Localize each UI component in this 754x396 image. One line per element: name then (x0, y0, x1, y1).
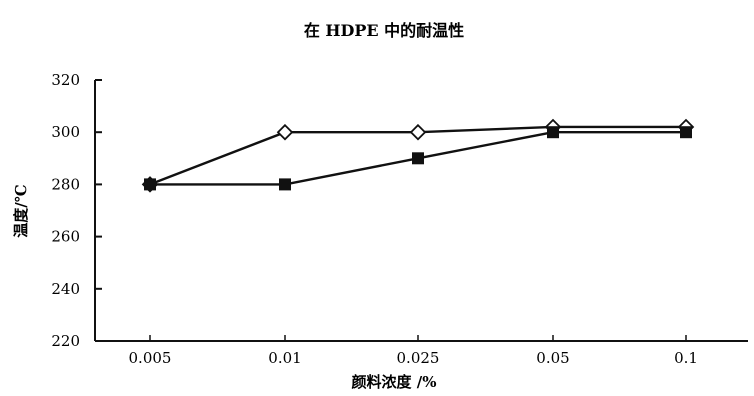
y-tick-label: 280 (51, 175, 80, 193)
data-point-diamond (276, 123, 294, 141)
series-group (141, 118, 695, 193)
y-tick-label: 300 (51, 123, 80, 141)
x-axis-label: 颜料浓度 /% (352, 373, 437, 391)
x-tick-label: 0.025 (397, 349, 440, 367)
data-point-diamond (409, 123, 427, 141)
data-point-square (144, 178, 156, 191)
chart-title: 在 HDPE 中的耐温性 (304, 21, 464, 40)
x-tick-label: 0.005 (129, 349, 172, 367)
x-tick-label: 0.05 (536, 349, 569, 367)
data-point-square (547, 126, 559, 139)
y-ticks: 220 240 260 280 300 320 (51, 71, 102, 350)
data-point-square (412, 152, 424, 165)
y-axis-label: 温度/℃ (12, 184, 30, 237)
y-tick-label: 260 (51, 228, 80, 246)
y-tick-label: 320 (51, 71, 80, 89)
x-tick-label: 0.1 (674, 349, 698, 367)
data-point-square (680, 126, 692, 139)
data-point-square (279, 178, 291, 191)
y-tick-label: 220 (51, 332, 80, 350)
y-tick-label: 240 (51, 280, 80, 298)
x-tick-label: 0.01 (268, 349, 301, 367)
x-ticks: 0.005 0.01 0.025 0.05 0.1 (129, 335, 698, 367)
